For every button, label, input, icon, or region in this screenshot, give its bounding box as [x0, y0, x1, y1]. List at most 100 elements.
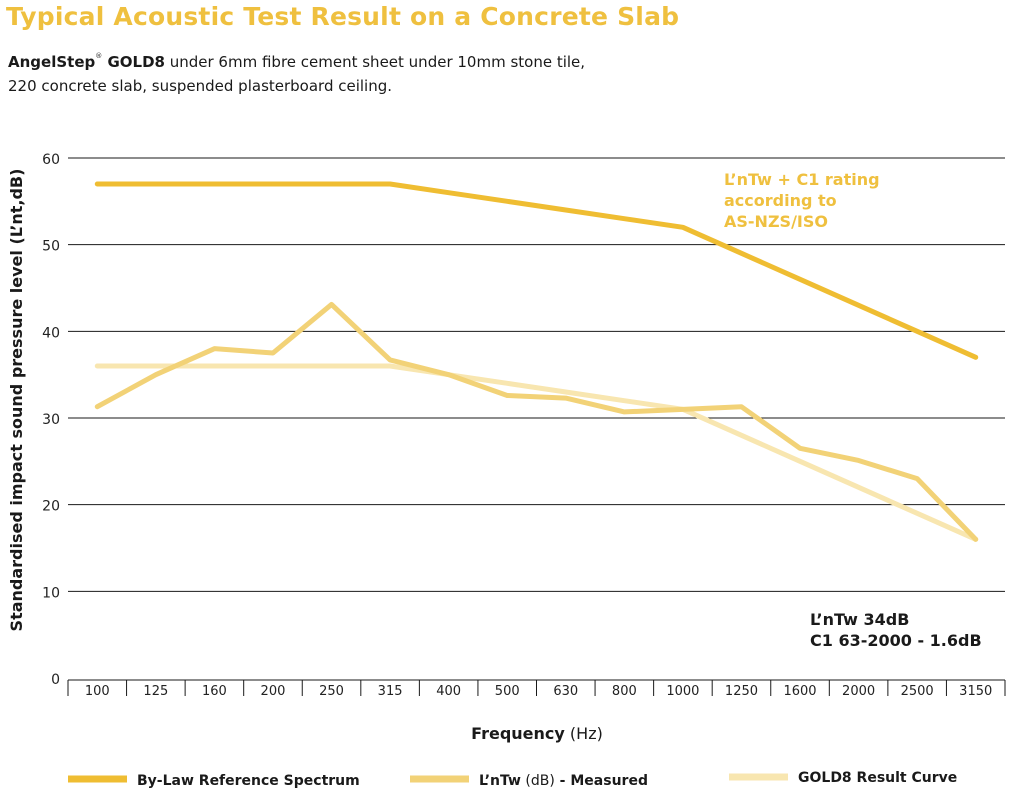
- x-tick-label: 100: [85, 684, 110, 699]
- data-point-gold8-result: [564, 390, 568, 394]
- product-name: GOLD8: [102, 53, 165, 71]
- data-point-bylaw-reference: [388, 182, 392, 186]
- x-tick-label: 1600: [783, 684, 816, 699]
- x-tick-label: 250: [319, 684, 344, 699]
- subtitle-line-1: AngelStep® GOLD8 under 6mm fibre cement …: [8, 44, 585, 74]
- chart-subtitle: AngelStep® GOLD8 under 6mm fibre cement …: [8, 44, 585, 98]
- y-tick-label: 60: [42, 152, 60, 168]
- data-point-bylaw-reference: [330, 182, 334, 186]
- x-tick-label: 315: [378, 684, 403, 699]
- data-point-gold8-result: [505, 381, 509, 385]
- series-lines: [94, 181, 979, 542]
- x-tick-label: 3150: [959, 684, 992, 699]
- x-tick-label: 2000: [842, 684, 875, 699]
- gridlines: [68, 157, 1005, 592]
- y-tick-label: 20: [42, 499, 60, 515]
- data-point-bylaw-reference: [622, 217, 626, 221]
- data-point-measured: [622, 410, 626, 414]
- legend-label-measured: L’nTw (dB) - Measured: [479, 773, 648, 789]
- data-point-gold8-result: [212, 364, 216, 368]
- data-point-measured: [974, 537, 978, 541]
- data-point-gold8-result: [154, 364, 158, 368]
- data-point-bylaw-reference: [505, 199, 509, 203]
- x-axis: 100 125 160 200 250 315 400 500 630 800 1000 1250 16…: [67, 679, 1006, 699]
- data-point-bylaw-reference: [798, 277, 802, 281]
- data-point-bylaw-reference: [915, 329, 919, 333]
- result-annotation: L’nTw 34dB C1 63-2000 - 1.6dB: [810, 610, 982, 650]
- y-tick-label: 40: [42, 325, 60, 341]
- data-point-bylaw-reference: [212, 182, 216, 186]
- data-point-measured: [564, 396, 568, 400]
- data-point-gold8-result: [388, 364, 392, 368]
- y-tick-label: 0: [51, 672, 60, 688]
- x-tick-label: 160: [202, 684, 227, 699]
- data-point-measured: [388, 358, 392, 362]
- data-point-bylaw-reference: [154, 182, 158, 186]
- legend-label-measured-c: - Measured: [555, 773, 648, 789]
- brand-name: AngelStep: [8, 53, 96, 71]
- data-point-measured: [681, 407, 685, 411]
- legend: By-Law Reference Spectrum L’nTw (dB) - M…: [68, 770, 957, 789]
- y-tick-label: 30: [42, 412, 60, 428]
- legend-label-measured-b: (dB): [521, 773, 555, 789]
- subtitle-line-1-text: under 6mm fibre cement sheet under 10mm …: [164, 53, 586, 71]
- data-point-bylaw-reference: [681, 225, 685, 229]
- rating-annotation: L’nTw + C1 rating according to AS-NZS/IS…: [724, 170, 880, 231]
- y-tick-label: 50: [42, 239, 60, 255]
- result-annotation-line-2: C1 63-2000 - 1.6dB: [810, 631, 982, 650]
- rating-annotation-line-3: AS-NZS/ISO: [724, 212, 828, 231]
- legend-label-bylaw: By-Law Reference Spectrum: [137, 773, 360, 789]
- data-point-measured: [798, 446, 802, 450]
- legend-label-gold8: GOLD8 Result Curve: [798, 770, 957, 786]
- x-tick-label: 400: [436, 684, 461, 699]
- data-point-gold8-result: [798, 459, 802, 463]
- x-tick-label: 500: [495, 684, 520, 699]
- series-line-measured: [94, 301, 979, 542]
- data-point-measured: [271, 351, 275, 355]
- data-point-bylaw-reference: [95, 182, 99, 186]
- data-point-measured: [95, 405, 99, 409]
- data-point-measured: [915, 477, 919, 481]
- data-point-gold8-result: [739, 433, 743, 437]
- data-point-measured: [505, 393, 509, 397]
- x-tick-label: 1250: [725, 684, 758, 699]
- y-axis-label: Standardised impact sound pressure level…: [7, 169, 26, 632]
- data-point-measured: [739, 405, 743, 409]
- data-point-bylaw-reference: [974, 355, 978, 359]
- data-point-measured: [857, 458, 861, 462]
- data-point-bylaw-reference: [564, 208, 568, 212]
- rating-annotation-line-2: according to: [724, 191, 837, 210]
- data-point-measured: [330, 302, 334, 306]
- rating-annotation-line-1: L’nTw + C1 rating: [724, 170, 880, 189]
- data-point-gold8-result: [915, 511, 919, 515]
- x-tick-label: 1000: [666, 684, 699, 699]
- chart-title: Typical Acoustic Test Result on a Concre…: [6, 2, 680, 31]
- series-line-gold8-result: [94, 363, 979, 542]
- data-point-bylaw-reference: [857, 303, 861, 307]
- x-tick-label: 630: [553, 684, 578, 699]
- x-tick-label: 800: [612, 684, 637, 699]
- data-point-gold8-result: [857, 485, 861, 489]
- data-point-bylaw-reference: [271, 182, 275, 186]
- data-point-measured: [154, 373, 158, 377]
- legend-label-measured-a: L’nTw: [479, 773, 521, 789]
- x-tick-label: 2500: [901, 684, 934, 699]
- data-point-measured: [447, 373, 451, 377]
- data-point-gold8-result: [95, 364, 99, 368]
- series-line-bylaw-reference: [94, 181, 979, 360]
- y-tick-label: 10: [42, 585, 60, 601]
- data-point-bylaw-reference: [739, 251, 743, 255]
- data-point-gold8-result: [622, 399, 626, 403]
- data-point-gold8-result: [330, 364, 334, 368]
- x-axis-label: Frequency (Hz): [471, 724, 603, 743]
- y-axis-ticks: 0 10 20 30 40 50 60: [42, 152, 60, 688]
- data-point-measured: [212, 347, 216, 351]
- subtitle-line-2: 220 concrete slab, suspended plasterboar…: [8, 77, 393, 95]
- data-point-bylaw-reference: [447, 191, 451, 195]
- x-tick-label: 125: [143, 684, 168, 699]
- result-annotation-line-1: L’nTw 34dB: [810, 610, 909, 629]
- x-tick-label: 200: [261, 684, 286, 699]
- registered-mark: ®: [95, 52, 103, 60]
- x-axis-label-unit: (Hz): [565, 724, 603, 743]
